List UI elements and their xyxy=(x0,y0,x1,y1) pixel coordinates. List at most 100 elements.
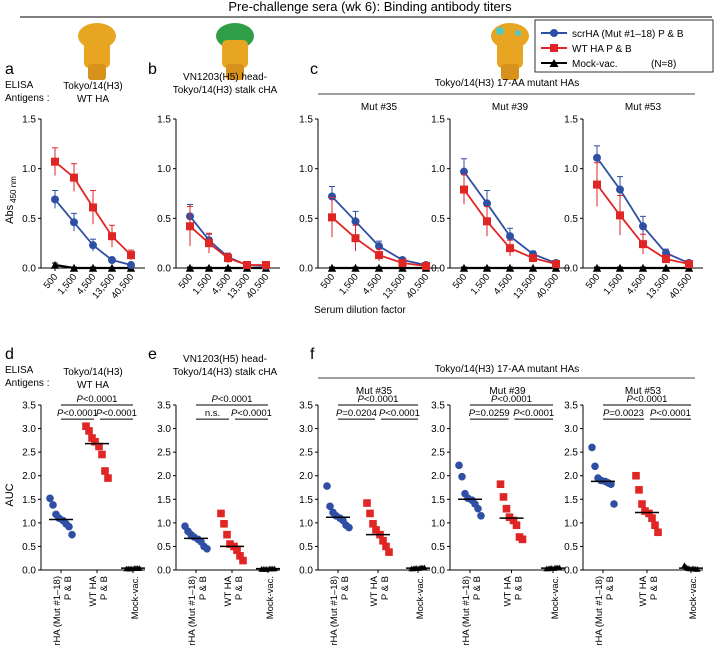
y-tick-label-e: 0.0 xyxy=(157,566,171,577)
y-tick-label-f2: 1.0 xyxy=(431,518,445,529)
scatter-point-f1-1 xyxy=(363,499,371,507)
panel-f-group-title: Tokyo/14(H3) 17-AA mutant HAs xyxy=(435,364,580,375)
y-tick-label-f3: 2.5 xyxy=(564,448,578,459)
scatter-point-e-1 xyxy=(233,546,241,554)
x-category-label-f1: Mock-vac. xyxy=(415,576,426,619)
x-tick-label-c2: 40,500 xyxy=(534,272,561,301)
plots-layer: 0.00.51.01.55001,5004,50013,50040,5000.0… xyxy=(22,102,703,645)
x-tick-label-c2: 500 xyxy=(451,272,470,291)
y-tick-label-f1: 1.0 xyxy=(299,518,313,529)
data-point-a-1 xyxy=(127,251,135,260)
scatter-point-f3-0 xyxy=(607,480,615,489)
scatter-point-d-0 xyxy=(65,522,73,531)
data-point-a-0 xyxy=(89,241,97,250)
scatter-point-f3-0 xyxy=(588,443,596,452)
data-point-a-0 xyxy=(70,218,78,227)
x-category-label-f3: scrHA (Mut #1–18)P & B xyxy=(594,576,616,645)
y-tick-label-a: 0.0 xyxy=(22,264,36,275)
data-point-c1-2 xyxy=(327,263,337,272)
data-point-a-2 xyxy=(50,260,60,269)
y-tick-label-e: 2.0 xyxy=(157,471,171,482)
y-tick-label-e: 0.5 xyxy=(157,542,171,553)
y-axis-title-auc: AUC xyxy=(4,483,16,506)
scatter-point-d-1 xyxy=(85,427,93,435)
x-tick-label-c2: 1,500 xyxy=(469,272,493,297)
scatter-point-f2-1 xyxy=(509,516,518,525)
elisa-label-top: ELISA xyxy=(5,80,34,91)
scatter-point-e-0 xyxy=(203,544,211,553)
data-point-c3-2 xyxy=(661,263,671,272)
data-point-b-1 xyxy=(243,261,251,270)
y-tick-label-f3: 2.0 xyxy=(564,471,578,482)
panel-title-c3: Mut #53 xyxy=(625,102,662,113)
scatter-point-f2-1 xyxy=(499,493,508,501)
legend-label-wt: WT HA P & B xyxy=(572,44,632,55)
y-tick-label-c1: 0.0 xyxy=(299,264,313,275)
y-tick-label-d: 2.0 xyxy=(22,471,36,482)
data-point-c3-1 xyxy=(616,211,624,220)
comparison-label-f2: P<0.0001 xyxy=(491,394,532,405)
panel-title-f1: Mut #35 xyxy=(356,386,393,397)
panel-title-c2: Mut #39 xyxy=(492,102,529,113)
x-category-label-f1: WT HAP & B xyxy=(369,575,391,606)
data-point-c3-2 xyxy=(615,263,625,272)
panel-d-title-line1: Tokyo/14(H3) xyxy=(63,367,122,378)
scatter-point-e-1 xyxy=(239,556,247,565)
data-point-c3-2 xyxy=(592,263,602,272)
data-point-c2-2 xyxy=(482,263,492,272)
elisa-label-bottom: ELISA xyxy=(5,365,34,376)
comparison-label-f1: P<0.0001 xyxy=(379,408,420,419)
y-tick-label-f1: 0.5 xyxy=(299,542,313,553)
scatter-point-f2-0 xyxy=(474,504,482,513)
panel-letter-a: a xyxy=(5,61,14,78)
data-point-a-1 xyxy=(89,203,97,212)
y-tick-label-f3: 1.0 xyxy=(564,518,578,529)
data-point-b-1 xyxy=(224,254,232,263)
y-tick-label-c3: 0.0 xyxy=(564,264,578,275)
panel-letter-f: f xyxy=(310,346,315,363)
data-point-a-2 xyxy=(88,263,98,272)
panel-c-group-title: Tokyo/14(H3) 17-AA mutant HAs xyxy=(435,78,580,89)
y-tick-label-d: 1.5 xyxy=(22,495,36,506)
scatter-point-f2-1 xyxy=(512,521,521,530)
y-tick-label-f3: 0.0 xyxy=(564,566,578,577)
data-point-c1-0 xyxy=(375,242,383,251)
data-point-c1-0 xyxy=(328,192,336,201)
scatter-point-d-1 xyxy=(104,474,112,482)
y-tick-label-d: 1.0 xyxy=(22,518,36,529)
y-tick-label-e: 2.5 xyxy=(157,448,171,459)
data-point-c3-1 xyxy=(662,255,670,264)
x-tick-label-c1: 1,500 xyxy=(337,272,361,297)
data-point-c2-1 xyxy=(552,260,560,269)
scatter-point-d-1 xyxy=(82,422,90,431)
y-tick-label-c1: 0.5 xyxy=(299,214,313,225)
comparison-label-f3: P<0.0001 xyxy=(627,394,668,405)
data-point-b-2 xyxy=(185,263,195,272)
scatter-point-e-1 xyxy=(217,509,225,518)
x-category-label-f3: Mock-vac. xyxy=(688,576,699,619)
y-tick-label-f1: 0.0 xyxy=(299,566,313,577)
data-point-a-1 xyxy=(108,232,116,241)
y-tick-label-a: 1.5 xyxy=(22,115,36,126)
panel-e-title-line2: Tokyo/14(H3) stalk cHA xyxy=(173,367,278,378)
scatter-point-f3-1 xyxy=(648,514,656,522)
y-tick-label-e: 1.5 xyxy=(157,495,171,506)
panel-letter-d: d xyxy=(5,346,14,363)
scatter-point-f1-1 xyxy=(372,526,380,534)
comparison-label-d: P<0.0001 xyxy=(96,408,137,419)
y-tick-label-f1: 2.5 xyxy=(299,448,313,459)
y-axis-title-abs: Abs450 nm xyxy=(4,176,18,224)
scatter-point-e-1 xyxy=(220,520,228,528)
y-tick-label-d: 2.5 xyxy=(22,448,36,459)
x-tick-label-c3: 40,500 xyxy=(667,272,694,301)
scatter-chart-d: 0.0 0.5 1.0 1.5 2.0 2.5 3.0 3.5 scrHA (Mut #1–18… xyxy=(22,394,145,645)
legend-marker-wt xyxy=(550,44,558,52)
y-tick-label-c2: 1.0 xyxy=(431,164,445,175)
scatter-chart-e: 0.0 0.5 1.0 1.5 2.0 2.5 3.0 3.5 scrHA (Mut #1–18… xyxy=(157,394,280,645)
scatter-point-f1-0 xyxy=(323,482,331,490)
